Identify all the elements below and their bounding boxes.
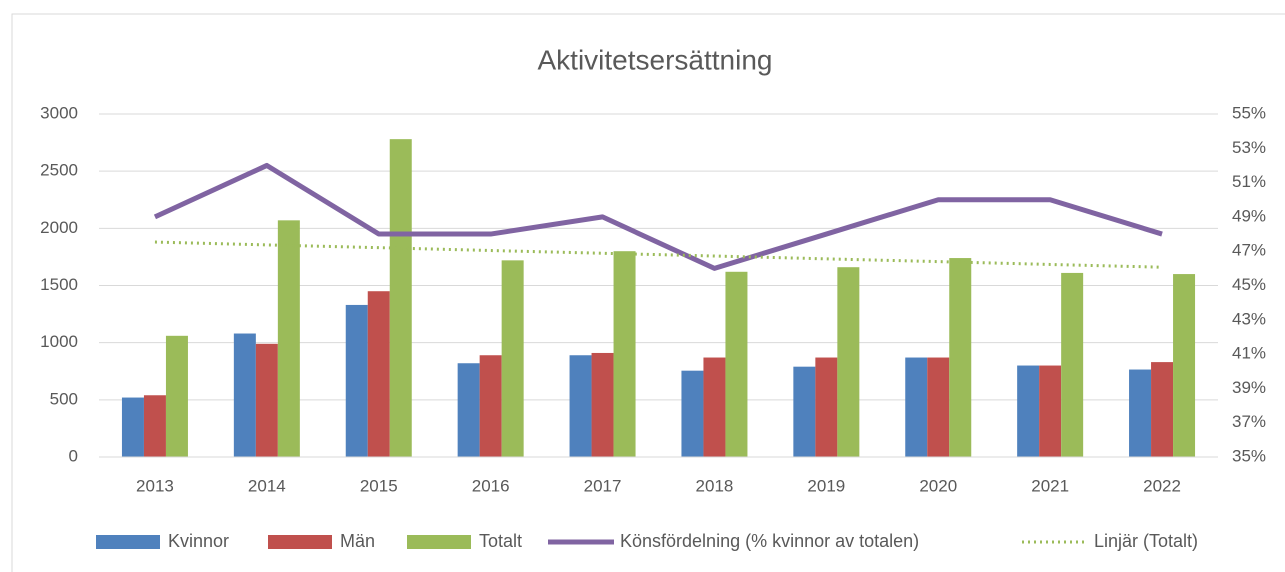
bar — [725, 271, 748, 457]
x-tick-label: 2013 — [136, 476, 174, 495]
bar — [367, 291, 390, 457]
x-tick-label: 2019 — [807, 476, 845, 495]
bar — [1173, 274, 1196, 457]
x-tick-label: 2018 — [696, 476, 734, 495]
x-tick-label: 2022 — [1143, 476, 1181, 495]
bar — [837, 267, 860, 457]
x-tick-label: 2014 — [248, 476, 286, 495]
bar — [1061, 272, 1084, 457]
legend-label: Linjär (Totalt) — [1094, 531, 1198, 551]
legend-swatch — [268, 535, 332, 549]
legend-swatch — [96, 535, 160, 549]
bar — [277, 220, 300, 457]
bar — [905, 357, 928, 457]
y2-tick-label: 53% — [1232, 138, 1266, 157]
x-tick-label: 2017 — [584, 476, 622, 495]
y2-tick-label: 37% — [1232, 412, 1266, 431]
bar — [143, 395, 166, 457]
legend-swatch — [407, 535, 471, 549]
bar — [121, 397, 144, 457]
y-tick-label: 1000 — [40, 332, 78, 351]
bar — [1151, 362, 1174, 457]
y-tick-label: 3000 — [40, 103, 78, 122]
legend-label: Kvinnor — [168, 531, 229, 551]
line — [153, 162, 1163, 271]
bar — [793, 366, 816, 457]
x-tick-label: 2016 — [472, 476, 510, 495]
chart-title: Aktivitetsersättning — [538, 44, 773, 75]
bar — [1017, 365, 1040, 457]
y2-tick-label: 55% — [1232, 103, 1266, 122]
bar — [569, 355, 592, 457]
bar — [927, 357, 950, 457]
y-tick-label: 2500 — [40, 161, 78, 180]
bar — [389, 139, 412, 458]
bar — [703, 357, 726, 457]
bar — [457, 363, 480, 457]
bar — [233, 333, 256, 457]
bar — [479, 355, 502, 457]
y-tick-label: 1500 — [40, 275, 78, 294]
bar — [613, 251, 636, 457]
y2-tick-label: 43% — [1232, 309, 1266, 328]
y2-tick-label: 49% — [1232, 206, 1266, 225]
bar — [255, 343, 278, 457]
bar — [1129, 369, 1152, 457]
y2-tick-label: 41% — [1232, 344, 1266, 363]
legend-label: Könsfördelning (% kvinnor av totalen) — [620, 531, 919, 551]
y2-tick-label: 47% — [1232, 241, 1266, 260]
y2-tick-label: 51% — [1232, 172, 1266, 191]
legend-label: Män — [340, 531, 375, 551]
bar — [949, 258, 972, 457]
y-tick-label: 500 — [50, 389, 78, 408]
y2-tick-label: 45% — [1232, 275, 1266, 294]
x-tick-label: 2021 — [1031, 476, 1069, 495]
x-tick-label: 2020 — [919, 476, 957, 495]
bar — [591, 352, 614, 457]
bar — [815, 357, 838, 457]
y-tick-label: 2000 — [40, 218, 78, 237]
chart-border — [11, 13, 1285, 572]
legend-label: Totalt — [479, 531, 522, 551]
bar — [165, 335, 188, 457]
y-tick-label: 0 — [69, 446, 78, 465]
bar — [501, 260, 524, 457]
x-tick-label: 2015 — [360, 476, 398, 495]
bar — [345, 304, 368, 457]
bar — [1039, 365, 1062, 457]
y2-tick-label: 35% — [1232, 446, 1266, 465]
bar — [681, 370, 704, 457]
y2-tick-label: 39% — [1232, 378, 1266, 397]
